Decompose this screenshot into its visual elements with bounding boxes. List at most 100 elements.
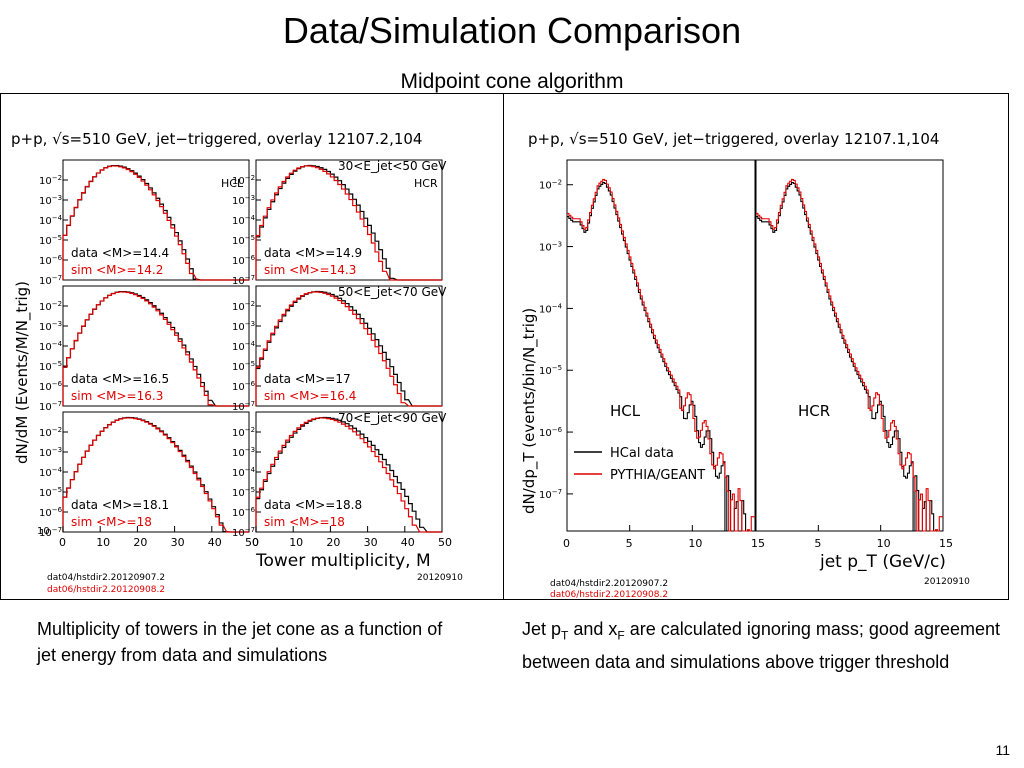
histogram-sim <box>62 291 249 407</box>
region-label: HCL <box>221 177 244 190</box>
y-tick-label: 10−3 <box>232 194 255 207</box>
y-tick-label: 10−2 <box>39 174 62 187</box>
plot-frame <box>566 159 756 532</box>
x-tick-label: 20 <box>326 536 340 549</box>
bottom-tick-label-left: 10 <box>37 526 50 537</box>
x-tick-label: 40 <box>401 536 415 549</box>
mean-label-data: data <M>=14.9 <box>264 246 362 260</box>
y-tick-label: 10−2 <box>232 426 255 439</box>
caption-right-part-3: are calculated ignoring mass; good agree… <box>522 619 1000 672</box>
y-tick-label: 10−3 <box>232 446 255 459</box>
x-axis-label-left: Tower multiplicity, M <box>255 551 431 571</box>
y-tick-label: 10−6 <box>232 506 256 519</box>
mean-label-sim: sim <M>=18 <box>264 515 345 529</box>
page-number: 11 <box>995 742 1010 758</box>
y-axis-label-right: dN/dp_T (events/bin/N_trig) <box>520 308 539 514</box>
x-axis-label-right: jet p_T (GeV/c) <box>819 552 946 572</box>
y-axis-label-left: dN/dM (Events/M/N_trig) <box>13 281 32 464</box>
energy-range-label: 30<E_jet<50 GeV <box>338 159 447 173</box>
mean-label-data: data <M>=17 <box>264 372 351 386</box>
caption-right-sub-F: F <box>617 628 625 643</box>
spectrum-data <box>567 182 755 532</box>
y-tick-label: 10−4 <box>232 466 256 479</box>
y-tick-label: 10−4 <box>232 214 256 227</box>
y-tick-label: 10−6 <box>232 254 256 267</box>
mean-label-data: data <M>=18.1 <box>71 498 169 512</box>
mean-label-sim: sim <M>=16.3 <box>71 389 163 403</box>
multiplicity-figure: p+p, √s=510 GeV, jet−triggered, overlay … <box>0 93 504 600</box>
spectrum-sim <box>567 178 755 532</box>
energy-range-label: 50<E_jet<70 GeV <box>338 285 447 299</box>
x-tick-label: 0 <box>563 537 570 550</box>
y-tick-label: 10−6 <box>39 506 63 519</box>
y-tick-label: 10−2 <box>39 300 62 313</box>
footer-date-right: 20120910 <box>924 577 970 587</box>
caption-right: Jet pT and xF are calculated ignoring ma… <box>522 616 1012 675</box>
x-tick-label: 0 <box>252 536 259 549</box>
mean-label-sim: sim <M>=16.4 <box>264 389 356 403</box>
y-tick-label: 10−4 <box>539 302 563 315</box>
region-label: HCR <box>414 177 438 190</box>
mean-label-sim: sim <M>=14.3 <box>264 263 356 277</box>
slide-title: Data/Simulation Comparison <box>282 10 742 51</box>
y-tick-label: 10−4 <box>39 214 63 227</box>
footer-file-data-right: dat04/hstdir2.20120907.2 <box>550 579 668 589</box>
y-tick-label: 10−4 <box>232 340 256 353</box>
subplot-frame <box>62 285 250 407</box>
energy-range-label: 70<E_jet<90 GeV <box>338 411 447 425</box>
chart-title-right: p+p, √s=510 GeV, jet−triggered, overlay … <box>528 130 939 148</box>
y-tick-label: 10−6 <box>39 254 63 267</box>
y-tick-label: 10−5 <box>232 486 255 499</box>
x-tick-label: 20 <box>133 536 147 549</box>
caption-left: Multiplicity of towers in the jet cone a… <box>37 619 443 665</box>
y-tick-label: 10−3 <box>232 320 255 333</box>
y-tick-label: 10−5 <box>232 234 255 247</box>
footer-date-left: 20120910 <box>417 573 463 583</box>
y-tick-label: 10−5 <box>232 360 255 373</box>
y-tick-label: 10−2 <box>539 179 562 192</box>
footer-file-sim-right: dat06/hstdir2.20120908.2 <box>550 590 668 599</box>
multiplicity-chart: p+p, √s=510 GeV, jet−triggered, overlay … <box>11 130 463 595</box>
y-tick-label: 10−5 <box>39 360 62 373</box>
x-tick-label: 50 <box>438 536 452 549</box>
y-tick-label: 10−5 <box>39 486 62 499</box>
plot-frame <box>755 159 944 532</box>
mean-label-data: data <M>=18.8 <box>264 498 362 512</box>
region-label: HCL <box>610 402 641 420</box>
x-tick-label: 10 <box>289 536 303 549</box>
histogram-data <box>255 290 442 407</box>
y-tick-label: 10−5 <box>539 364 562 377</box>
x-tick-label: 15 <box>939 537 953 550</box>
y-tick-label: 10−7 <box>539 488 562 501</box>
caption-right-sub-T: T <box>561 628 569 643</box>
x-tick-label: 10 <box>96 536 110 549</box>
caption-right-part-2: and x <box>568 619 618 639</box>
histogram-sim <box>255 417 442 533</box>
y-tick-label: 10−4 <box>39 340 63 353</box>
x-tick-label: 30 <box>364 536 378 549</box>
histogram-sim <box>255 291 442 407</box>
y-tick-label: 10−6 <box>39 380 63 393</box>
legend-label: PYTHIA/GEANT <box>610 468 705 483</box>
subplot-frame <box>62 411 250 533</box>
caption-right-part-1: Jet p <box>522 619 562 639</box>
jet-pt-chart: p+p, √s=510 GeV, jet−triggered, overlay … <box>520 130 970 599</box>
mean-label-sim: sim <M>=18 <box>71 515 152 529</box>
histogram-sim <box>62 417 249 533</box>
histogram-sim <box>62 165 249 281</box>
x-tick-label: 0 <box>59 536 66 549</box>
y-tick-label: 10−2 <box>39 426 62 439</box>
x-tick-label: 10 <box>688 537 702 550</box>
spectrum-data <box>756 182 943 532</box>
x-tick-label: 30 <box>171 536 185 549</box>
footer-file-data-left: dat04/hstdir2.20120907.2 <box>47 573 165 583</box>
mean-label-data: data <M>=14.4 <box>71 246 169 260</box>
mean-label-sim: sim <M>=14.2 <box>71 263 163 277</box>
y-tick-label: 10−3 <box>39 320 62 333</box>
mean-label-data: data <M>=16.5 <box>71 372 169 386</box>
y-tick-label: 10−7 <box>39 400 62 413</box>
y-tick-label: 10−7 <box>39 274 62 287</box>
jet-pt-figure: p+p, √s=510 GeV, jet−triggered, overlay … <box>503 93 1009 600</box>
y-tick-label: 10−7 <box>232 274 255 287</box>
legend-label: HCal data <box>610 446 674 461</box>
